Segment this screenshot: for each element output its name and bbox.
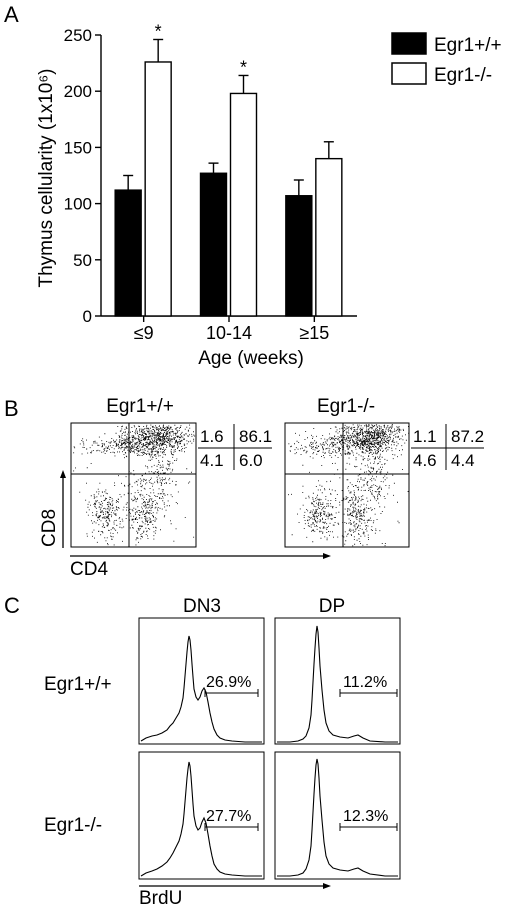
legend: Egr1+/+ Egr1-/- (391, 32, 502, 86)
significance-star: * (155, 21, 162, 41)
histogram-frame-dn3-wt (138, 617, 265, 745)
dot-plots: Egr1+/+ Egr1-/- 1.6 86.1 4.1 6.0 1.1 87.… (39, 396, 484, 580)
bar (199, 172, 228, 317)
histogram-frame-dp-ko (274, 751, 401, 880)
histogram-frame-dp-wt (274, 617, 401, 745)
bar (285, 195, 313, 317)
dot-cloud-ko (288, 424, 410, 547)
significance-star: * (240, 57, 247, 77)
panel-label-b: B (4, 396, 19, 421)
cd8-axis-label: CD8 (39, 509, 60, 547)
row-label-wt: Egr1+/+ (44, 674, 112, 695)
y-tick-label: 100 (64, 195, 92, 214)
y-tick-label: 50 (73, 251, 92, 270)
quad-ll-ko: 4.6 (413, 451, 437, 470)
quad-ul-ko: 1.1 (413, 427, 437, 446)
quad-ul-wt: 1.6 (200, 427, 224, 446)
histogram-curve-dp-ko (277, 758, 398, 877)
dots (288, 424, 410, 547)
legend-label-ko: Egr1-/- (434, 65, 492, 86)
y-tick-label: 0 (83, 307, 92, 326)
quad-ur-wt: 86.1 (239, 427, 272, 446)
histogram-curve-dn3-ko (140, 761, 262, 877)
quad-ll-wt: 4.1 (200, 451, 224, 470)
bar (229, 92, 258, 317)
column-title-dp: DP (319, 596, 345, 617)
dots (73, 424, 196, 546)
quadrant-values-ko: 1.1 87.2 4.6 4.4 (411, 424, 484, 470)
histogram-curve-dn3-wt (140, 635, 262, 743)
panel-label-a: A (4, 2, 19, 27)
bar (144, 61, 172, 317)
gate-label-dp-wt: 11.2% (343, 674, 387, 691)
brdu-axis-label: BrdU (139, 888, 182, 908)
x-axis-label: Age (weeks) (198, 348, 304, 369)
gate-label-dn3-ko: 27.7% (206, 808, 251, 825)
bar (114, 189, 142, 317)
y-tick-label: 200 (64, 82, 92, 101)
quad-lr-ko: 4.4 (451, 451, 475, 470)
dot-plot-title-ko: Egr1-/- (317, 396, 375, 417)
y-axis-label: Thymus cellularity (1x10⁶) (36, 69, 57, 288)
panel-label-c: C (4, 593, 20, 618)
histogram-frame-dn3-ko (138, 751, 265, 880)
x-tick-label: ≥15 (299, 323, 329, 343)
bar (315, 157, 343, 317)
dot-cloud-wt (73, 424, 196, 546)
quad-lr-wt: 6.0 (239, 451, 263, 470)
x-tick-label: ≤9 (134, 323, 154, 343)
y-tick-label: 150 (64, 138, 92, 157)
legend-swatch-wt (391, 32, 427, 55)
dot-plot-title-wt: Egr1+/+ (106, 396, 174, 417)
y-tick-label: 250 (64, 26, 92, 45)
cd4-arrow-head (323, 553, 331, 559)
cd8-arrow-head (60, 470, 66, 478)
brdu-arrow-head (323, 883, 331, 889)
column-title-dn3: DN3 (183, 596, 221, 617)
legend-swatch-ko (391, 62, 427, 85)
histogram-curve-dp-wt (277, 625, 398, 743)
dot-plot-frame-wt (70, 422, 197, 548)
quadrant-values-wt: 1.6 86.1 4.1 6.0 (198, 424, 272, 470)
row-label-ko: Egr1-/- (44, 815, 102, 836)
x-tick-label: 10-14 (206, 323, 252, 343)
dot-plot-frame-ko (284, 422, 410, 548)
gate-label-dn3-wt: 26.9% (206, 674, 251, 691)
cd4-axis-label: CD4 (70, 559, 108, 580)
histograms: DN3 DP Egr1+/+ Egr1-/- 26.9% 11.2% 27.7%… (44, 596, 401, 908)
gate-label-dp-ko: 12.3% (343, 808, 388, 825)
legend-label-wt: Egr1+/+ (434, 35, 502, 56)
bar-chart: 0 50 100 150 200 250 ≤9 10-14 ≥15 * * Thymus cell… (36, 21, 502, 369)
quad-ur-ko: 87.2 (451, 427, 484, 446)
